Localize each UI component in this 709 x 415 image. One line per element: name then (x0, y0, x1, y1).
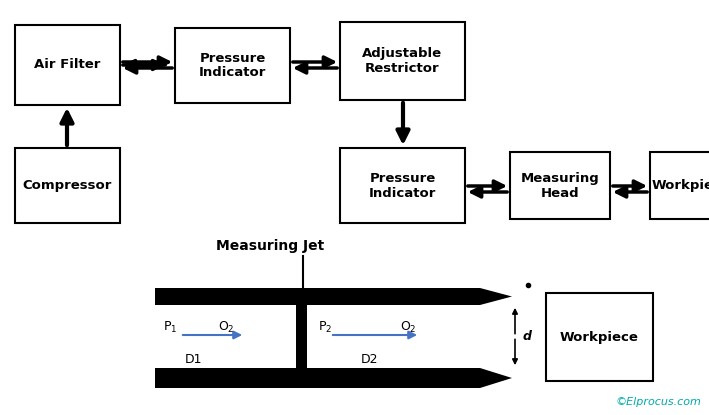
Text: P$_1$: P$_1$ (163, 320, 177, 335)
Text: Compressor: Compressor (23, 179, 112, 192)
Bar (296, 288, 307, 388)
Text: Air Filter: Air Filter (34, 59, 101, 71)
Text: O$_2$: O$_2$ (218, 320, 235, 335)
Text: D1: D1 (184, 353, 202, 366)
Text: O$_2$: O$_2$ (400, 320, 417, 335)
Text: Pressure
Indicator: Pressure Indicator (199, 51, 266, 80)
Bar (546, 293, 653, 381)
Bar (340, 148, 465, 223)
Bar (175, 28, 290, 103)
Bar (510, 152, 610, 219)
Text: Measuring
Head: Measuring Head (520, 171, 599, 200)
Text: ©Elprocus.com: ©Elprocus.com (615, 397, 701, 407)
Bar (340, 22, 465, 100)
Bar (650, 152, 709, 219)
Bar (15, 148, 120, 223)
Text: Measuring Jet: Measuring Jet (216, 239, 324, 253)
Text: D2: D2 (362, 353, 379, 366)
Text: d: d (523, 330, 532, 343)
Text: Workpiece: Workpiece (652, 179, 709, 192)
Text: P$_2$: P$_2$ (318, 320, 333, 335)
Text: Workpiece: Workpiece (560, 330, 639, 344)
Text: Pressure
Indicator: Pressure Indicator (369, 171, 436, 200)
Polygon shape (155, 288, 512, 305)
Text: Adjustable
Restrictor: Adjustable Restrictor (362, 47, 442, 75)
Polygon shape (155, 368, 512, 388)
Bar (15, 25, 120, 105)
